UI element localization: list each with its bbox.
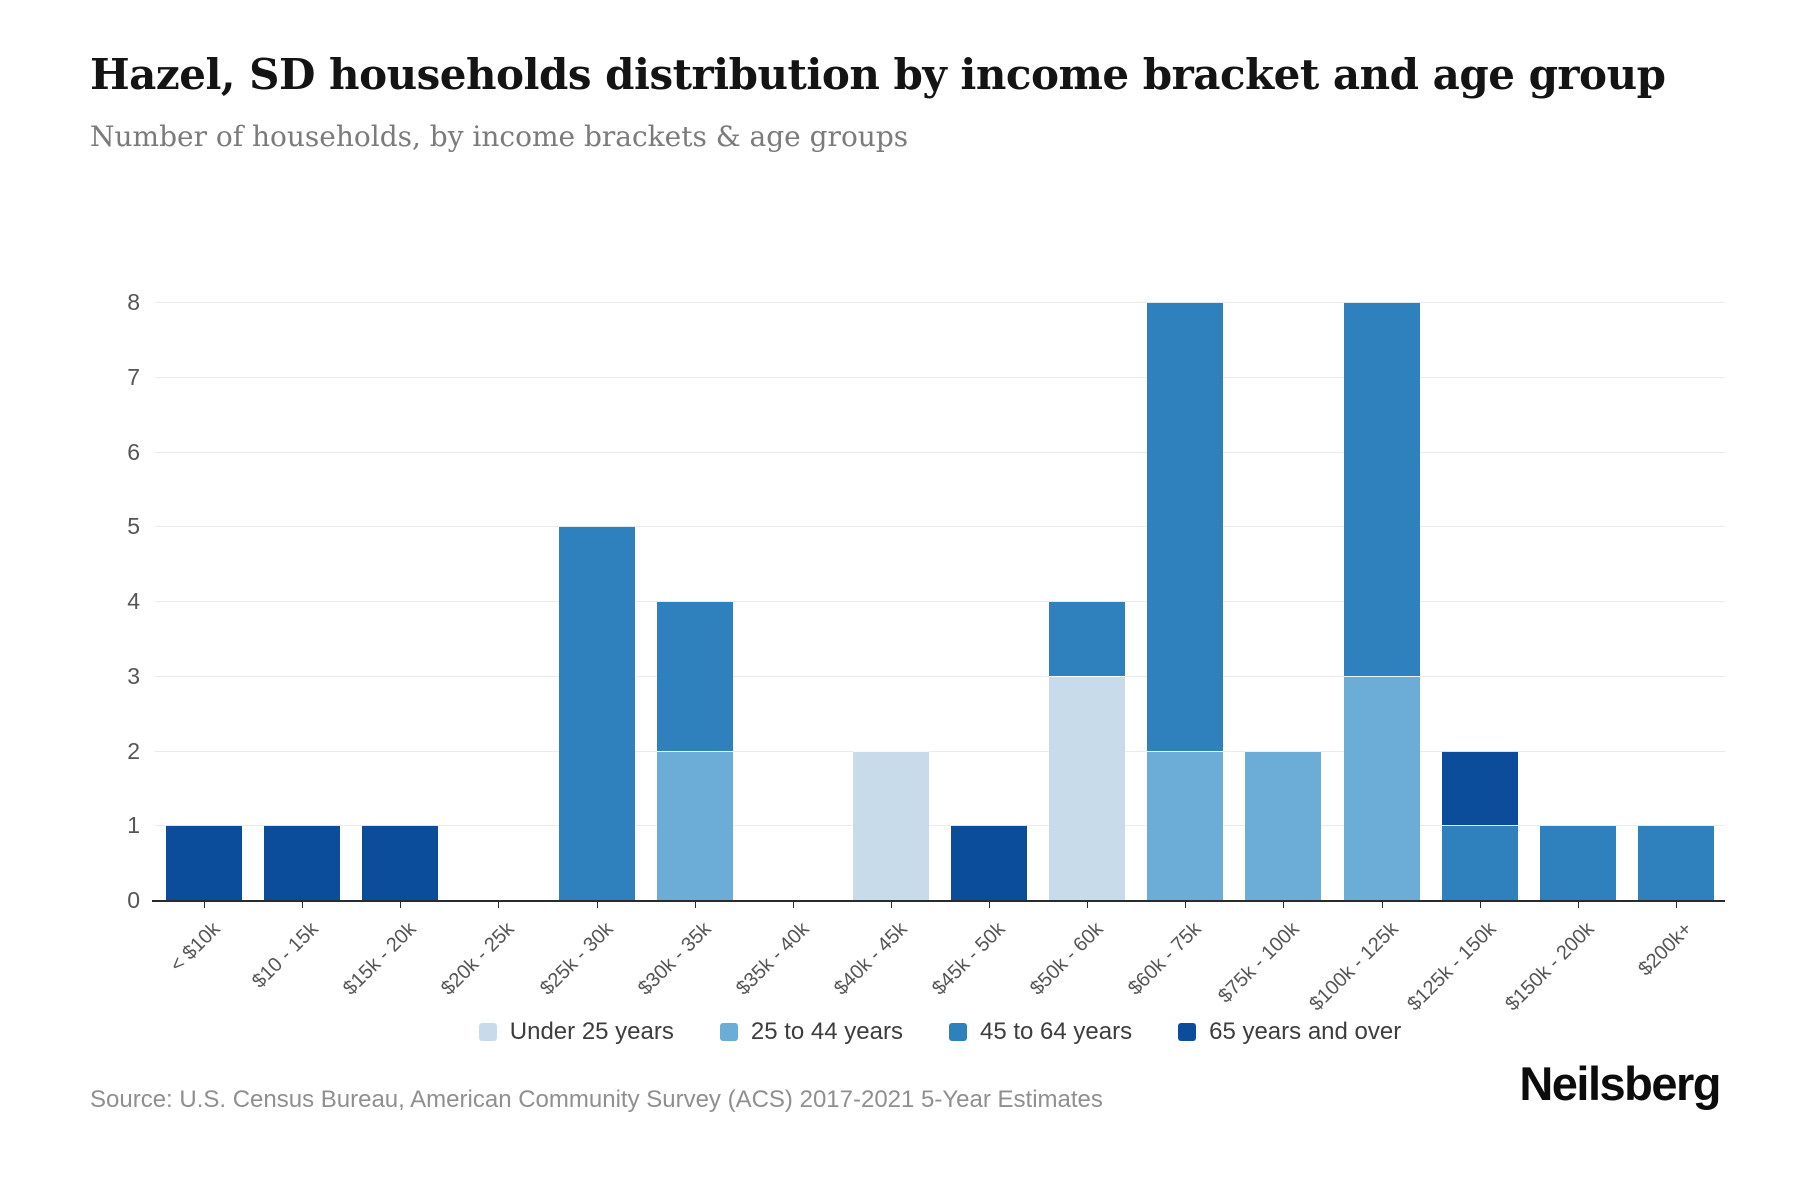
x-axis-tick bbox=[792, 902, 794, 908]
bar-segment[interactable] bbox=[1147, 750, 1224, 900]
legend-label: 45 to 64 years bbox=[979, 1018, 1133, 1045]
bar-segment[interactable] bbox=[852, 750, 929, 900]
x-axis-tick bbox=[302, 902, 304, 908]
gridline-y-6 bbox=[155, 451, 1725, 453]
bar-segment[interactable] bbox=[1539, 825, 1616, 900]
x-axis-tick bbox=[1577, 902, 1579, 908]
x-axis-tick bbox=[1087, 902, 1089, 908]
gridline-y-2 bbox=[155, 750, 1725, 752]
y-axis-tick-label: 1 bbox=[127, 812, 140, 839]
legend-label: 25 to 44 years bbox=[750, 1018, 903, 1045]
bar-segment[interactable] bbox=[264, 825, 341, 900]
gridline-y-5 bbox=[155, 526, 1725, 528]
x-axis-tick bbox=[204, 902, 206, 908]
legend-swatch bbox=[948, 1023, 967, 1041]
y-axis-tick-label: 0 bbox=[127, 887, 140, 913]
gridline-y-1 bbox=[155, 825, 1725, 827]
bar-segment[interactable] bbox=[1637, 825, 1714, 900]
bar-segment[interactable] bbox=[656, 750, 733, 900]
x-axis-tick bbox=[596, 902, 598, 908]
source-attribution: Source: U.S. Census Bureau, American Com… bbox=[90, 1086, 1103, 1113]
legend-swatch bbox=[1178, 1023, 1197, 1041]
y-axis-tick-label: 6 bbox=[127, 438, 140, 465]
bar-segment[interactable] bbox=[1147, 302, 1224, 751]
page-title: Hazel, SD households distribution by inc… bbox=[90, 50, 1666, 99]
gridline-y-8 bbox=[155, 302, 1725, 303]
y-axis-tick-label: 2 bbox=[127, 737, 140, 764]
bar-segment[interactable] bbox=[1049, 675, 1126, 900]
legend-label: 65 years and over bbox=[1209, 1018, 1402, 1045]
legend-item[interactable]: 65 years and over bbox=[1178, 1018, 1401, 1046]
neilsberg-logo: Neilsberg bbox=[1519, 1057, 1721, 1110]
legend-swatch bbox=[478, 1023, 497, 1041]
bar-segment[interactable] bbox=[1245, 750, 1322, 900]
x-axis-tick bbox=[1283, 902, 1285, 908]
x-axis-line bbox=[152, 900, 1725, 902]
bar-segment[interactable] bbox=[951, 825, 1028, 900]
legend-item[interactable]: 25 to 44 years bbox=[719, 1018, 903, 1046]
legend-item[interactable]: Under 25 years bbox=[478, 1018, 674, 1046]
bar-segment[interactable] bbox=[362, 825, 439, 900]
chart-legend: Under 25 years 25 to 44 years 45 to 64 yea… bbox=[155, 1012, 1725, 1052]
x-axis-tick bbox=[890, 902, 892, 908]
y-axis-tick-label: 3 bbox=[127, 662, 140, 689]
x-axis-tick bbox=[1185, 902, 1187, 908]
bar-segment[interactable] bbox=[1441, 825, 1518, 900]
y-axis-tick-label: 7 bbox=[127, 363, 140, 390]
gridline-y-7 bbox=[155, 376, 1725, 378]
x-axis-tick bbox=[498, 902, 500, 908]
bar-segment[interactable] bbox=[656, 601, 733, 751]
gridline-y-4 bbox=[155, 601, 1725, 602]
y-axis-tick-label: 4 bbox=[127, 588, 140, 614]
gridline-y-3 bbox=[155, 675, 1725, 677]
page-subtitle: Number of households, by income brackets… bbox=[90, 120, 909, 153]
x-axis-tick bbox=[1479, 902, 1481, 908]
x-axis-tick bbox=[989, 902, 991, 908]
bar-segment[interactable] bbox=[1343, 302, 1420, 676]
x-axis-tick bbox=[694, 902, 696, 908]
plot-area: 0 1 2 3 4 5 6 7 8 < $10k $10 - 15k $15k - 20k $20k -… bbox=[127, 289, 1725, 1015]
bar-segment[interactable] bbox=[558, 526, 635, 900]
bar-segment[interactable] bbox=[166, 825, 243, 900]
x-axis-tick bbox=[1381, 902, 1383, 908]
legend-item[interactable]: 45 to 64 years bbox=[948, 1018, 1133, 1046]
bar-segment[interactable] bbox=[1343, 675, 1420, 900]
x-axis-tick bbox=[400, 902, 402, 908]
y-axis-tick-label: 8 bbox=[127, 289, 140, 315]
y-axis-tick-label: 5 bbox=[127, 513, 140, 540]
x-axis-tick bbox=[1675, 902, 1677, 908]
bar-segment[interactable] bbox=[1441, 750, 1518, 826]
legend-label: Under 25 years bbox=[509, 1018, 674, 1045]
bar-segment[interactable] bbox=[1049, 601, 1126, 676]
legend-swatch bbox=[719, 1023, 738, 1041]
